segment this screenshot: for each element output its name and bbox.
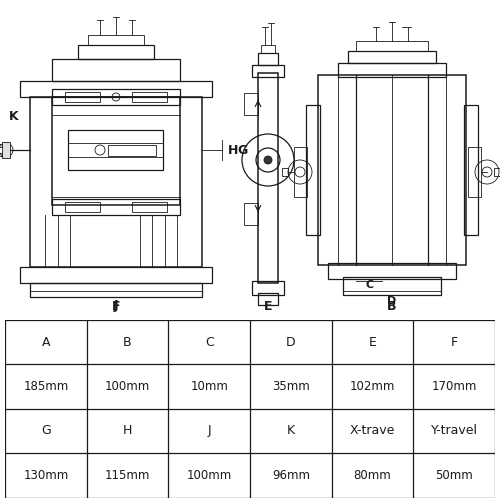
Bar bbox=[356, 41, 428, 51]
Bar bbox=[20, 267, 212, 283]
Bar bbox=[88, 35, 144, 45]
Text: B: B bbox=[123, 336, 132, 348]
Bar bbox=[108, 145, 156, 156]
Text: J: J bbox=[114, 298, 118, 312]
Bar bbox=[464, 105, 478, 235]
Bar bbox=[132, 202, 167, 212]
Text: 50mm: 50mm bbox=[436, 469, 473, 482]
Bar bbox=[68, 130, 163, 170]
Text: H: H bbox=[228, 144, 238, 156]
Bar bbox=[52, 97, 180, 205]
Bar bbox=[258, 73, 278, 283]
Text: B: B bbox=[387, 300, 397, 314]
Bar bbox=[52, 59, 180, 81]
Circle shape bbox=[264, 156, 272, 164]
Bar bbox=[30, 97, 202, 267]
Text: D: D bbox=[286, 336, 296, 348]
Bar bbox=[244, 93, 258, 115]
Bar bbox=[328, 263, 456, 279]
Text: F: F bbox=[450, 336, 458, 348]
Bar bbox=[318, 75, 466, 265]
Text: 170mm: 170mm bbox=[432, 380, 477, 393]
Text: 35mm: 35mm bbox=[272, 380, 310, 393]
Text: 96mm: 96mm bbox=[272, 469, 310, 482]
Bar bbox=[78, 45, 154, 59]
Bar bbox=[258, 53, 278, 65]
Text: K: K bbox=[9, 110, 19, 124]
Bar bbox=[468, 147, 481, 197]
Text: Y-travel: Y-travel bbox=[430, 424, 478, 438]
Bar bbox=[65, 202, 100, 212]
Bar bbox=[65, 92, 100, 102]
Text: E: E bbox=[264, 300, 272, 313]
Text: F: F bbox=[112, 300, 120, 313]
Bar bbox=[0, 144, 2, 147]
Bar bbox=[343, 277, 441, 295]
Bar bbox=[282, 168, 288, 176]
Bar bbox=[2, 142, 10, 158]
Bar bbox=[20, 81, 212, 97]
Text: 10mm: 10mm bbox=[190, 380, 228, 393]
Text: 185mm: 185mm bbox=[23, 380, 68, 393]
Bar bbox=[261, 45, 275, 53]
Text: 100mm: 100mm bbox=[186, 469, 232, 482]
Text: G: G bbox=[237, 144, 247, 156]
Text: 102mm: 102mm bbox=[350, 380, 395, 393]
Bar bbox=[252, 65, 284, 77]
Bar bbox=[0, 153, 2, 156]
Bar bbox=[252, 281, 284, 295]
Bar bbox=[132, 92, 167, 102]
Text: A: A bbox=[42, 336, 50, 348]
Text: 100mm: 100mm bbox=[105, 380, 150, 393]
Bar bbox=[258, 293, 278, 305]
Bar bbox=[494, 168, 500, 176]
Bar bbox=[348, 51, 436, 63]
Text: H: H bbox=[123, 424, 132, 438]
Text: G: G bbox=[41, 424, 50, 438]
Text: D: D bbox=[388, 296, 396, 306]
Text: 130mm: 130mm bbox=[23, 469, 68, 482]
Bar bbox=[52, 199, 180, 215]
Text: 80mm: 80mm bbox=[354, 469, 392, 482]
Text: X-trave: X-trave bbox=[350, 424, 395, 438]
Bar bbox=[68, 143, 163, 157]
Text: K: K bbox=[287, 424, 295, 438]
Bar bbox=[338, 63, 446, 77]
Bar bbox=[244, 203, 258, 225]
Text: J: J bbox=[208, 424, 211, 438]
Text: C: C bbox=[366, 280, 374, 290]
Bar bbox=[294, 147, 307, 197]
Text: C: C bbox=[205, 336, 214, 348]
Text: 115mm: 115mm bbox=[105, 469, 150, 482]
Bar bbox=[52, 89, 180, 105]
Bar bbox=[30, 283, 202, 297]
Bar bbox=[306, 105, 320, 235]
Text: E: E bbox=[368, 336, 376, 348]
